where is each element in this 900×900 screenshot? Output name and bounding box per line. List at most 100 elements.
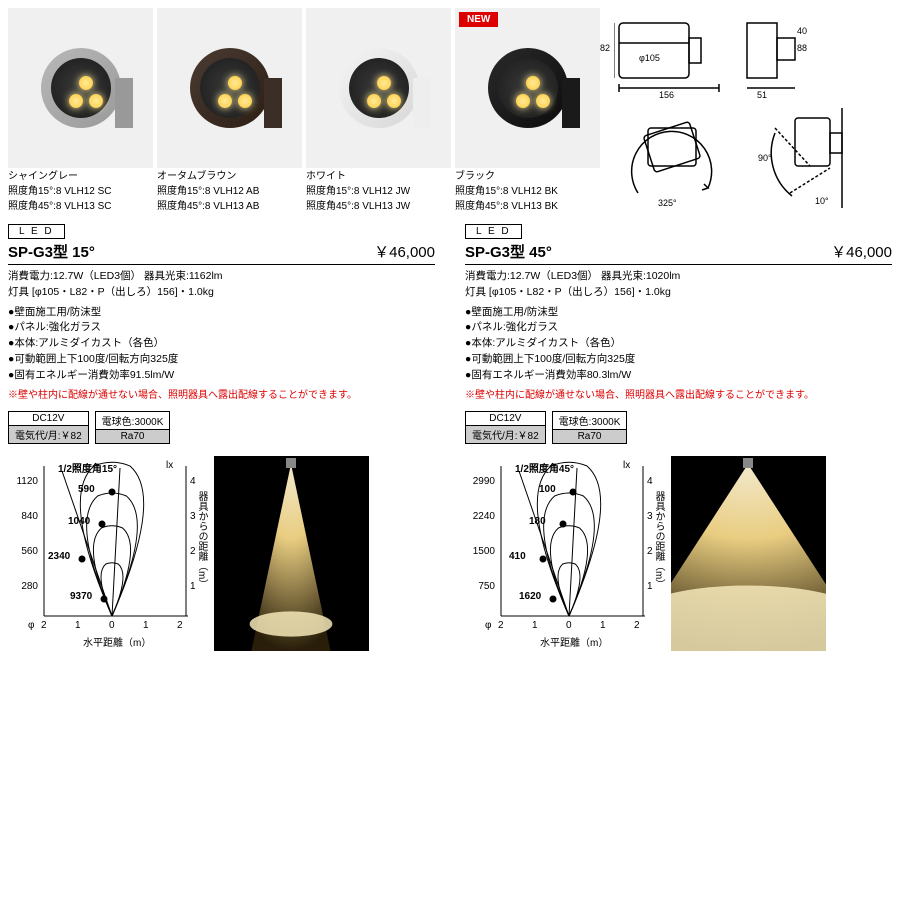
x-tick: 1 — [600, 620, 606, 631]
spec-column: L E D SP-G3型 15° ￥46,000 消費電力:12.7W（LED3個… — [8, 225, 435, 444]
dim-325: 325° — [658, 198, 677, 208]
lux-chart: 1/2照度角15°lx11208405602804321210125901040… — [8, 456, 208, 651]
y-tick: 1120 — [8, 476, 38, 487]
model-name: SP-G3型 45° — [465, 241, 552, 262]
lx-label: lx — [166, 460, 173, 471]
variant-name: ブラック — [455, 170, 600, 183]
model-name: SP-G3型 15° — [8, 241, 95, 262]
variant-name: オータムブラウン — [157, 170, 302, 183]
info-box-dc: DC12V電気代/月:￥82 — [8, 411, 89, 444]
charts-row: 1/2照度角15°lx11208405602804321210125901040… — [8, 456, 892, 651]
info-box-body: 電気代/月:￥82 — [9, 426, 88, 443]
info-box-body: Ra70 — [553, 430, 627, 443]
info-box-color: 電球色:3000KRa70 — [552, 411, 628, 444]
variant-シャイングレー: シャイングレー 照度角15°:8 VLH12 SC 照度角45°:8 VLH13… — [8, 8, 153, 213]
chart-pair: 1/2照度角15°lx11208405602804321210125901040… — [8, 456, 435, 651]
technical-drawings: 82 φ105 156 88 40 51 325° — [604, 8, 892, 213]
info-box-header: 電球色:3000K — [553, 412, 627, 430]
warning-text: ※壁や柱内に配線が通せない場合、照明器具へ露出配線することができます。 — [465, 389, 892, 403]
y-tick: 2990 — [465, 476, 495, 487]
dim-10: 10° — [815, 196, 829, 206]
info-box-body: 電気代/月:￥82 — [466, 426, 545, 443]
body-spec: 灯具 [φ105・L82・P（出しろ）156]・1.0kg — [465, 285, 892, 301]
y-tick: 750 — [465, 581, 495, 592]
bullet-list: 壁面施工用/防沫型パネル:強化ガラス本体:アルミダイカスト（各色）可動範囲上下1… — [465, 305, 892, 384]
info-boxes: DC12V電気代/月:￥82 電球色:3000KRa70 — [465, 411, 892, 444]
dim-phi105: φ105 — [639, 53, 660, 63]
power-spec: 消費電力:12.7W（LED3個） 器具光束:1020lm — [465, 269, 892, 285]
variant-code-45: 照度角45°:8 VLH13 AB — [157, 200, 302, 213]
lux-value: 590 — [78, 484, 95, 495]
dim-40: 40 — [797, 26, 807, 36]
right-tick: 4 — [190, 476, 196, 487]
variant-row: シャイングレー 照度角15°:8 VLH12 SC 照度角45°:8 VLH13… — [8, 8, 892, 213]
lux-value: 1620 — [519, 591, 541, 602]
bullet-item: 壁面施工用/防沫型 — [465, 305, 892, 321]
bullet-item: パネル:強化ガラス — [465, 320, 892, 336]
info-box-dc: DC12V電気代/月:￥82 — [465, 411, 546, 444]
chart-title: 1/2照度角15° — [58, 460, 117, 475]
variant-name: ホワイト — [306, 170, 451, 183]
lux-chart: 1/2照度角45°lx29902240150075043212101210018… — [465, 456, 665, 651]
y-tick: 2240 — [465, 511, 495, 522]
dist-label: 器具からの距離（m） — [651, 491, 666, 589]
variant-name: シャイングレー — [8, 170, 153, 183]
variant-code-15: 照度角15°:8 VLH12 BK — [455, 185, 600, 198]
drawing-top: 82 φ105 156 — [614, 8, 729, 108]
dim-82: 82 — [600, 43, 610, 53]
variant-ブラック: NEW ブラック 照度角15°:8 VLH12 BK 照度角45°:8 VLH1… — [455, 8, 600, 213]
y-tick: 1500 — [465, 546, 495, 557]
phi-label: φ — [485, 620, 491, 631]
variant-ホワイト: ホワイト 照度角15°:8 VLH12 JW 照度角45°:8 VLH13 JW — [306, 8, 451, 213]
bullet-item: 固有エネルギー消費効率80.3lm/W — [465, 368, 892, 384]
x-tick: 2 — [41, 620, 47, 631]
info-boxes: DC12V電気代/月:￥82 電球色:3000KRa70 — [8, 411, 435, 444]
bullet-list: 壁面施工用/防沫型パネル:強化ガラス本体:アルミダイカスト（各色）可動範囲上下1… — [8, 305, 435, 384]
lx-label: lx — [623, 460, 630, 471]
chart-pair: 1/2照度角45°lx29902240150075043212101210018… — [465, 456, 892, 651]
beam-image — [214, 456, 369, 651]
variant-code-45: 照度角45°:8 VLH13 SC — [8, 200, 153, 213]
beam-image — [671, 456, 826, 651]
variant-code-15: 照度角15°:8 VLH12 JW — [306, 185, 451, 198]
variant-code-15: 照度角15°:8 VLH12 SC — [8, 185, 153, 198]
x-tick: 0 — [566, 620, 572, 631]
lux-value: 1040 — [68, 516, 90, 527]
bullet-item: 壁面施工用/防沫型 — [8, 305, 435, 321]
x-tick: 1 — [532, 620, 538, 631]
drawing-tilt: 90° 10° — [740, 98, 860, 218]
variant-code-45: 照度角45°:8 VLH13 JW — [306, 200, 451, 213]
info-box-body: Ra70 — [96, 430, 170, 443]
dist-label: 器具からの距離（m） — [194, 491, 209, 589]
y-tick: 280 — [8, 581, 38, 592]
dim-90: 90° — [758, 153, 772, 163]
info-box-color: 電球色:3000KRa70 — [95, 411, 171, 444]
power-spec: 消費電力:12.7W（LED3個） 器具光束:1162lm — [8, 269, 435, 285]
variant-image: NEW — [455, 8, 600, 168]
price: ￥46,000 — [374, 241, 435, 262]
spec-column: L E D SP-G3型 45°￥46,000 消費電力:12.7W（LED3個… — [465, 225, 892, 444]
x-tick: 0 — [109, 620, 115, 631]
drawing-side: 88 40 51 — [737, 8, 807, 108]
x-tick: 2 — [498, 620, 504, 631]
variant-image — [306, 8, 451, 168]
led-tag: L E D — [8, 224, 65, 239]
x-axis-label: 水平距離（m） — [83, 634, 151, 649]
lux-value: 180 — [529, 516, 546, 527]
bullet-item: 可動範囲上下100度/回転方向325度 — [8, 352, 435, 368]
drawing-rotation: 325° — [618, 98, 728, 218]
spec-row: L E D SP-G3型 15° ￥46,000 消費電力:12.7W（LED3個… — [8, 225, 892, 444]
x-tick: 2 — [634, 620, 640, 631]
bullet-item: 固有エネルギー消費効率91.5lm/W — [8, 368, 435, 384]
variant-code-45: 照度角45°:8 VLH13 BK — [455, 200, 600, 213]
x-tick: 1 — [75, 620, 81, 631]
y-tick: 840 — [8, 511, 38, 522]
info-box-header: DC12V — [9, 412, 88, 426]
x-tick: 1 — [143, 620, 149, 631]
warning-text: ※壁や柱内に配線が通せない場合、照明器具へ露出配線することができます。 — [8, 389, 435, 403]
x-tick: 2 — [177, 620, 183, 631]
lux-value: 9370 — [70, 591, 92, 602]
led-tag: L E D — [465, 224, 522, 239]
body-spec: 灯具 [φ105・L82・P（出しろ）156]・1.0kg — [8, 285, 435, 301]
bullet-item: 本体:アルミダイカスト（各色） — [465, 336, 892, 352]
